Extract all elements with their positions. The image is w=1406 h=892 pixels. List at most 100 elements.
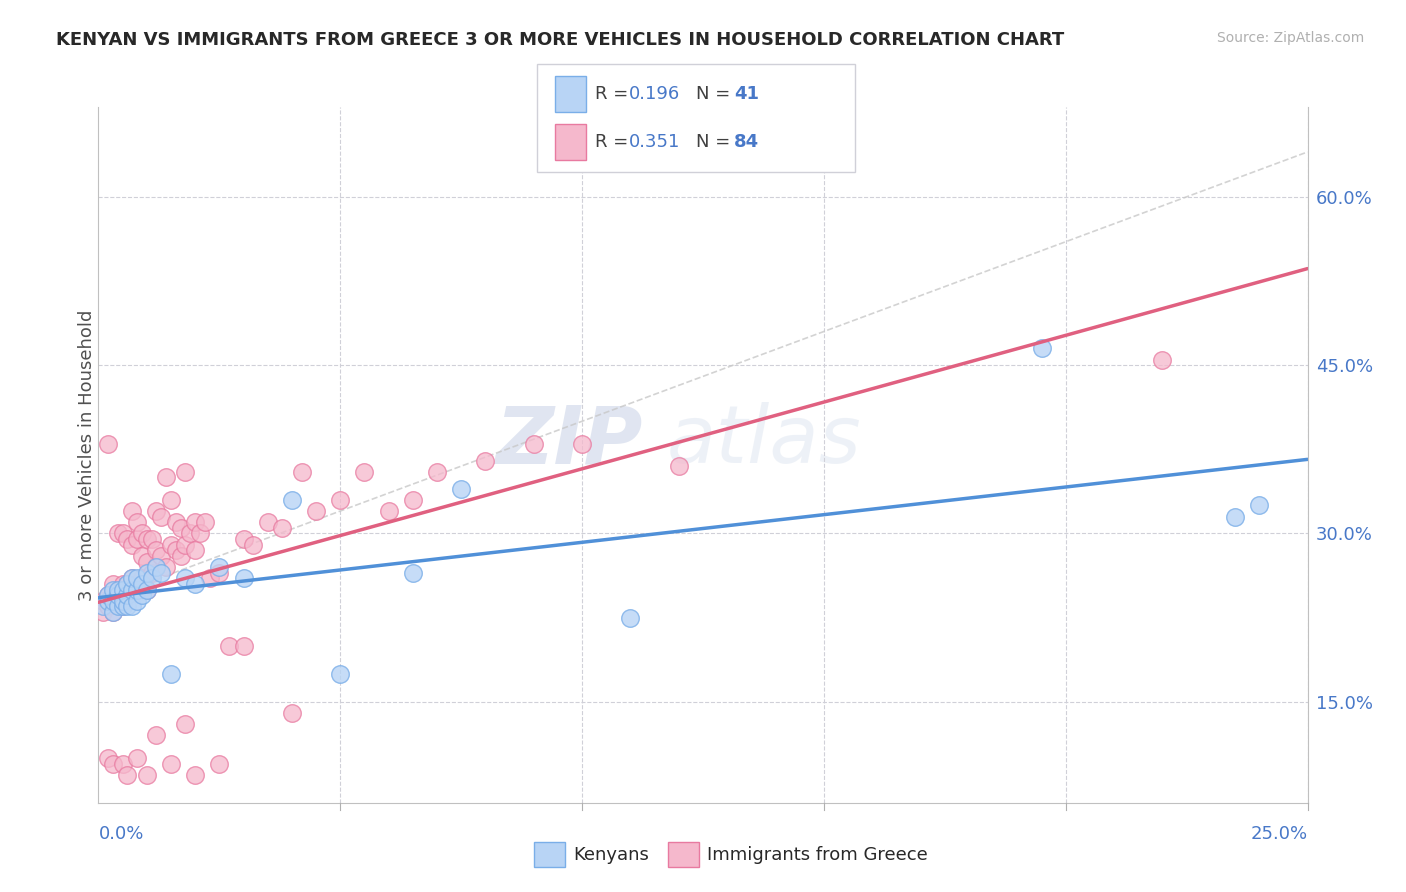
Point xyxy=(91,599,114,614)
Point xyxy=(188,526,211,541)
Point xyxy=(131,577,153,591)
Point xyxy=(208,560,231,574)
Point xyxy=(117,588,139,602)
Point xyxy=(1223,509,1246,524)
Point xyxy=(121,582,143,597)
Point xyxy=(135,555,157,569)
Text: KENYAN VS IMMIGRANTS FROM GREECE 3 OR MORE VEHICLES IN HOUSEHOLD CORRELATION CHA: KENYAN VS IMMIGRANTS FROM GREECE 3 OR MO… xyxy=(56,31,1064,49)
Point xyxy=(135,582,157,597)
Point xyxy=(155,470,177,484)
Point xyxy=(232,639,254,653)
Point xyxy=(271,521,294,535)
Point xyxy=(174,538,197,552)
Point xyxy=(232,571,254,585)
Point xyxy=(131,571,153,585)
Point xyxy=(208,566,231,580)
Point xyxy=(208,756,231,771)
Text: 41: 41 xyxy=(734,85,759,103)
Text: Immigrants from Greece: Immigrants from Greece xyxy=(707,846,928,863)
Point xyxy=(169,521,191,535)
Point xyxy=(121,571,143,585)
Text: 0.0%: 0.0% xyxy=(98,825,143,843)
Point xyxy=(160,756,183,771)
Text: 84: 84 xyxy=(734,133,759,151)
Point xyxy=(131,588,153,602)
Point xyxy=(127,532,149,546)
Point xyxy=(97,588,120,602)
Text: 0.196: 0.196 xyxy=(628,85,679,103)
Point xyxy=(169,549,191,563)
Text: Kenyans: Kenyans xyxy=(574,846,650,863)
Point xyxy=(450,482,472,496)
Point xyxy=(218,639,240,653)
Point xyxy=(135,768,157,782)
Point xyxy=(107,588,129,602)
Point xyxy=(111,599,134,614)
Point xyxy=(174,571,197,585)
Text: R =: R = xyxy=(595,133,634,151)
Point xyxy=(377,504,399,518)
Point xyxy=(97,594,120,608)
Point xyxy=(174,465,197,479)
Point xyxy=(91,594,114,608)
Point xyxy=(127,515,149,529)
Point xyxy=(281,706,304,720)
Point xyxy=(107,599,129,614)
Point xyxy=(107,526,129,541)
Text: 25.0%: 25.0% xyxy=(1250,825,1308,843)
Point xyxy=(198,571,221,585)
Point xyxy=(1031,341,1053,355)
Point xyxy=(184,515,207,529)
Point xyxy=(194,515,217,529)
Text: R =: R = xyxy=(595,85,634,103)
Point xyxy=(121,599,143,614)
Text: Source: ZipAtlas.com: Source: ZipAtlas.com xyxy=(1216,31,1364,45)
Point xyxy=(117,577,139,591)
Point xyxy=(131,526,153,541)
Point xyxy=(145,729,167,743)
Point xyxy=(184,577,207,591)
Point xyxy=(117,588,139,602)
Point xyxy=(91,605,114,619)
Point xyxy=(281,492,304,507)
Point xyxy=(101,577,124,591)
Point xyxy=(165,543,187,558)
Text: ZIP: ZIP xyxy=(495,402,643,480)
Point xyxy=(160,666,183,681)
Point xyxy=(117,599,139,614)
Point xyxy=(131,549,153,563)
Point xyxy=(111,599,134,614)
Point xyxy=(111,756,134,771)
Point xyxy=(117,532,139,546)
Point xyxy=(402,492,425,507)
Point xyxy=(155,560,177,574)
Point xyxy=(117,577,139,591)
Point xyxy=(329,492,352,507)
Point xyxy=(121,582,143,597)
Point xyxy=(150,509,173,524)
Point xyxy=(179,526,201,541)
Point xyxy=(101,588,124,602)
Text: N =: N = xyxy=(696,133,735,151)
Point xyxy=(1152,352,1174,367)
Point xyxy=(141,566,163,580)
Point xyxy=(256,515,278,529)
Point xyxy=(101,756,124,771)
Point xyxy=(111,582,134,597)
Point xyxy=(141,532,163,546)
Point xyxy=(127,571,149,585)
Point xyxy=(135,532,157,546)
Point xyxy=(127,582,149,597)
Point xyxy=(111,577,134,591)
Text: 0.351: 0.351 xyxy=(628,133,681,151)
Point xyxy=(127,577,149,591)
Point xyxy=(111,526,134,541)
Point xyxy=(135,582,157,597)
Point xyxy=(160,538,183,552)
Point xyxy=(121,538,143,552)
Point xyxy=(353,465,375,479)
Point xyxy=(127,751,149,765)
Point xyxy=(101,582,124,597)
Point xyxy=(305,504,328,518)
Point xyxy=(619,610,641,624)
